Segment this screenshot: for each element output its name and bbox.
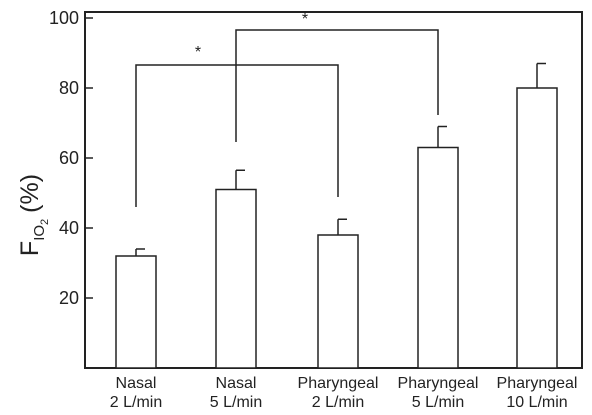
x-category-label: Pharyngeal bbox=[398, 375, 479, 392]
significance-brackets: ** bbox=[135, 11, 439, 207]
bar bbox=[215, 188, 257, 369]
y-axis-ticks: 20 40 60 80 100 bbox=[49, 8, 93, 308]
y-tick-label: 60 bbox=[59, 148, 79, 168]
x-category-label: Nasal bbox=[116, 375, 157, 392]
bar bbox=[516, 87, 558, 369]
x-category-label: 5 L/min bbox=[210, 394, 262, 411]
significance-bracket bbox=[235, 29, 439, 142]
x-axis-category-labels: Nasal 2 L/min Nasal 5 L/min Pharyngeal 2 L/mi… bbox=[110, 375, 578, 411]
x-category-label: Nasal bbox=[216, 375, 257, 392]
x-category-label: Pharyngeal bbox=[298, 375, 379, 392]
x-category-label: 2 L/min bbox=[312, 394, 364, 411]
x-category-label: 10 L/min bbox=[506, 394, 567, 411]
x-category-label: 5 L/min bbox=[412, 394, 464, 411]
significance-bracket bbox=[135, 64, 339, 207]
bars bbox=[115, 62, 558, 369]
y-tick-label: 40 bbox=[59, 218, 79, 238]
y-axis-label: FIO2(%) bbox=[16, 174, 51, 256]
y-tick-label: 80 bbox=[59, 78, 79, 98]
y-tick-label: 100 bbox=[49, 8, 79, 28]
bar bbox=[115, 255, 157, 369]
x-category-label: Pharyngeal bbox=[497, 375, 578, 392]
significance-star: * bbox=[302, 11, 308, 28]
significance-star: * bbox=[195, 44, 201, 61]
y-tick-label: 20 bbox=[59, 288, 79, 308]
x-category-label: 2 L/min bbox=[110, 394, 162, 411]
bar bbox=[317, 234, 359, 369]
bar bbox=[417, 146, 459, 369]
